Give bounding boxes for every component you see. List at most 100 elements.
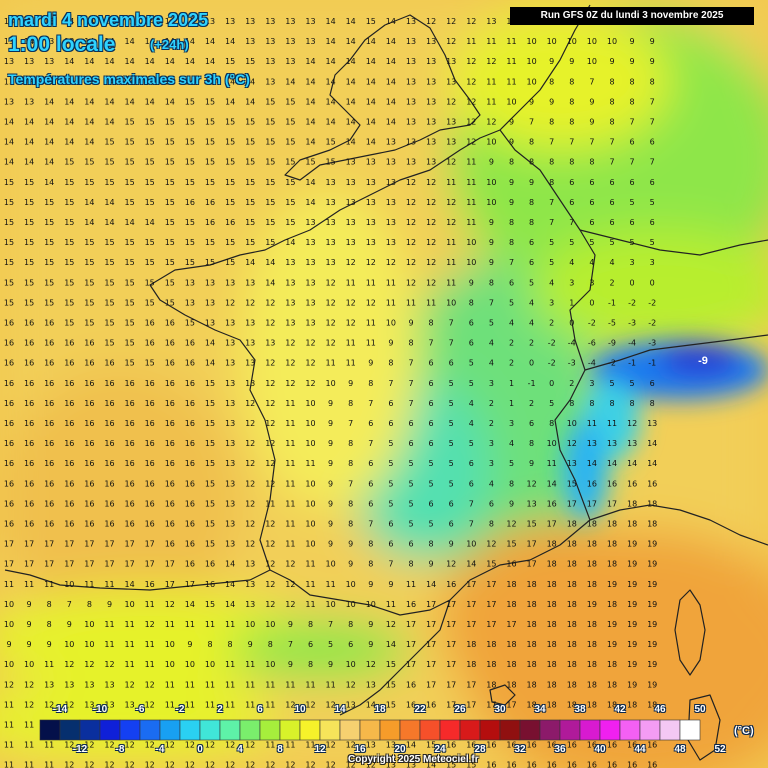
legend-top-label: 50 (694, 704, 706, 715)
grid-value: 15 (185, 17, 195, 26)
grid-value: 14 (145, 57, 155, 66)
grid-value: 12 (305, 761, 315, 768)
grid-value: 17 (165, 560, 175, 569)
grid-value: 12 (346, 741, 356, 750)
grid-value: 17 (466, 700, 476, 709)
grid-value: 15 (4, 278, 14, 287)
grid-value: 12 (305, 700, 315, 709)
grid-value: 15 (185, 158, 195, 167)
grid-value: 13 (426, 138, 436, 147)
grid-value: 9 (569, 57, 574, 66)
grid-value: 11 (305, 600, 315, 609)
grid-value: 12 (265, 399, 275, 408)
grid-value: 8 (408, 560, 413, 569)
grid-value: 6 (469, 339, 474, 348)
grid-value: 7 (288, 640, 293, 649)
grid-value: 16 (406, 700, 416, 709)
grid-value: 12 (366, 761, 376, 768)
grid-value: 16 (165, 379, 175, 388)
grid-value: 11 (506, 37, 516, 46)
grid-value: 11 (466, 37, 476, 46)
grid-value: 15 (265, 218, 275, 227)
grid-value: 12 (466, 57, 476, 66)
color-swatch (239, 719, 261, 741)
grid-value: 15 (4, 198, 14, 207)
grid-value: 13 (205, 319, 215, 328)
grid-value: 16 (84, 399, 94, 408)
grid-value: 5 (609, 379, 614, 388)
grid-value: 13 (285, 57, 295, 66)
grid-value: 11 (446, 238, 456, 247)
grid-value: 9 (6, 640, 11, 649)
grid-value: 16 (104, 479, 114, 488)
grid-value: 15 (125, 339, 135, 348)
grid-value: 16 (44, 419, 54, 428)
grid-value: 13 (406, 37, 416, 46)
grid-value: 11 (285, 419, 295, 428)
grid-value: 13 (426, 77, 436, 86)
grid-value: 13 (446, 57, 456, 66)
grid-value: 15 (466, 761, 476, 768)
grid-value: 13 (245, 600, 255, 609)
grid-value: 5 (449, 479, 454, 488)
grid-value: 17 (466, 680, 476, 689)
grid-value: 14 (125, 77, 135, 86)
grid-value: 16 (185, 419, 195, 428)
grid-value: 17 (406, 640, 416, 649)
grid-value: 16 (627, 479, 637, 488)
legend-bottom-label: 16 (354, 744, 366, 755)
grid-value: 13 (567, 459, 577, 468)
grid-value: 8 (408, 339, 413, 348)
grid-value: 11 (305, 560, 315, 569)
grid-value: 11 (165, 700, 175, 709)
grid-value: 11 (125, 620, 135, 629)
grid-value: 13 (84, 700, 94, 709)
grid-value: 14 (104, 118, 114, 127)
grid-value: 5 (408, 499, 413, 508)
grid-value: 14 (4, 158, 14, 167)
grid-value: 11 (406, 580, 416, 589)
grid-value: 15 (64, 319, 74, 328)
grid-value: 16 (44, 319, 54, 328)
temperature-grid-values: 13 13 13 14 14 15 13 14 14 15 13 13 13 13 13 13 14 14 15 14… (4, 17, 657, 768)
grid-value: 13 (285, 278, 295, 287)
grid-value: 14 (466, 560, 476, 569)
grid-value: 12 (346, 258, 356, 267)
grid-value: 11 (44, 580, 54, 589)
grid-value: -2 (648, 298, 656, 307)
grid-value: 10 (84, 620, 94, 629)
grid-value: 19 (647, 640, 657, 649)
grid-value: 14 (205, 57, 215, 66)
legend-top-label: 6 (257, 704, 263, 715)
grid-value: 8 (549, 158, 554, 167)
grid-value: 13 (285, 37, 295, 46)
grid-value: 5 (609, 238, 614, 247)
grid-value: 17 (466, 600, 476, 609)
grid-value: 4 (489, 359, 494, 368)
swiss-border (579, 229, 768, 256)
grid-value: 5 (589, 238, 594, 247)
grid-value: 15 (125, 359, 135, 368)
grid-value: 14 (346, 57, 356, 66)
grid-value: 14 (225, 580, 235, 589)
grid-value: 9 (630, 37, 635, 46)
grid-value: 10 (547, 439, 557, 448)
grid-value: 17 (567, 499, 577, 508)
grid-value: 12 (125, 680, 135, 689)
grid-value: 3 (630, 258, 635, 267)
grid-value: 18 (587, 520, 597, 529)
color-swatch (419, 719, 441, 741)
grid-value: 6 (368, 459, 373, 468)
grid-value: 13 (386, 218, 396, 227)
grid-value: 7 (609, 158, 614, 167)
grid-value: 9 (509, 499, 514, 508)
grid-value: 15 (24, 278, 34, 287)
grid-value: 14 (24, 158, 34, 167)
grid-value: 12 (64, 700, 74, 709)
grid-value: 15 (326, 138, 336, 147)
grid-value: 17 (466, 620, 476, 629)
grid-value: 8 (348, 520, 353, 529)
grid-value: 8 (529, 198, 534, 207)
grid-value: 12 (326, 700, 336, 709)
grid-value: 15 (44, 238, 54, 247)
